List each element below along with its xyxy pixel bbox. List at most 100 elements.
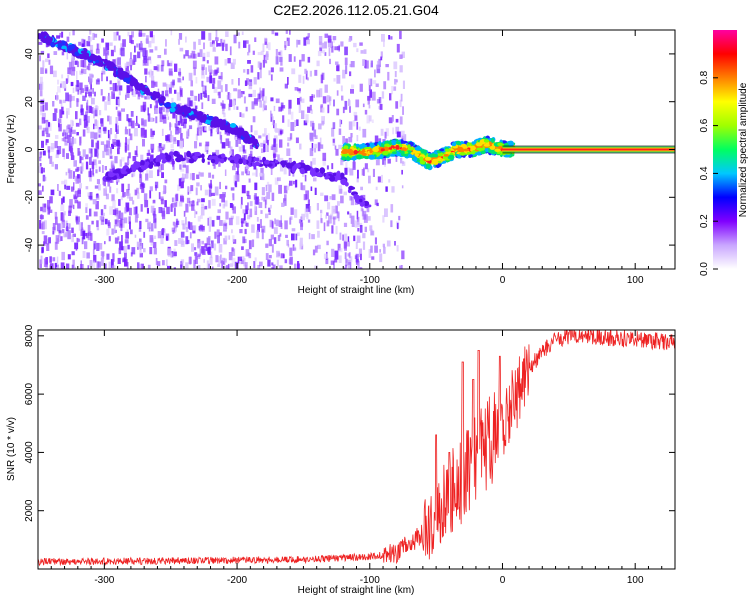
colorbar-ramp	[713, 30, 737, 269]
noise-cell	[66, 36, 70, 42]
track-cell	[242, 130, 249, 138]
noise-cell	[107, 96, 111, 105]
noise-cell	[368, 249, 372, 258]
noise-cell	[87, 115, 90, 123]
noise-cell	[375, 83, 379, 87]
noise-cell	[93, 211, 98, 217]
noise-cell	[216, 126, 220, 135]
noise-cell	[241, 246, 244, 250]
noise-cell	[301, 54, 305, 62]
noise-cell	[244, 262, 248, 269]
noise-cell	[274, 123, 277, 132]
carrier-cell	[451, 142, 457, 147]
noise-cell	[333, 261, 335, 269]
noise-cell	[252, 50, 255, 55]
noise-cell	[76, 61, 80, 68]
noise-cell	[335, 148, 339, 156]
noise-cell	[47, 200, 51, 209]
noise-cell	[349, 63, 352, 68]
noise-cell	[289, 133, 293, 140]
track-cell	[247, 155, 252, 162]
noise-cell	[246, 69, 250, 75]
noise-cell	[316, 89, 320, 98]
noise-cell	[100, 89, 103, 96]
noise-cell	[170, 149, 175, 153]
noise-cell	[370, 245, 373, 253]
noise-cell	[249, 208, 253, 218]
noise-cell	[70, 147, 74, 156]
noise-cell	[159, 268, 162, 269]
noise-cell	[261, 187, 265, 196]
noise-cell	[80, 88, 85, 93]
noise-cell	[220, 38, 223, 47]
noise-cell	[175, 222, 177, 229]
noise-cell	[105, 263, 107, 269]
noise-cell	[291, 68, 296, 75]
noise-cell	[381, 91, 385, 99]
noise-cell	[371, 91, 376, 101]
noise-cell	[80, 104, 83, 112]
noise-cell	[187, 55, 192, 59]
noise-cell	[96, 227, 100, 231]
noise-cell	[295, 137, 299, 144]
noise-cell	[238, 146, 242, 152]
noise-cell	[121, 108, 125, 112]
track-cell	[181, 105, 185, 112]
noise-cell	[198, 171, 201, 176]
noise-cell	[127, 244, 130, 250]
noise-cell	[267, 139, 269, 146]
noise-cell	[38, 190, 42, 195]
x-tick-label: -200	[227, 575, 247, 586]
noise-cell	[94, 185, 99, 189]
noise-cell	[283, 166, 287, 175]
noise-cell	[349, 100, 351, 107]
noise-cell	[273, 138, 276, 148]
noise-cell	[40, 255, 43, 264]
noise-cell	[189, 190, 192, 194]
noise-cell	[124, 129, 129, 135]
x-tick-label: -300	[94, 275, 114, 286]
noise-cell	[173, 251, 177, 257]
y-tick-label: 4000	[24, 441, 35, 464]
noise-cell	[244, 228, 247, 235]
noise-cell	[49, 196, 53, 204]
noise-cell	[124, 207, 127, 214]
carrier-cell	[427, 154, 434, 158]
noise-cell	[67, 134, 71, 143]
noise-cell	[195, 265, 198, 269]
noise-cell	[287, 244, 290, 248]
noise-cell	[47, 146, 51, 153]
carrier-steady-band	[502, 147, 675, 149]
noise-cell	[270, 97, 274, 102]
noise-cell	[142, 104, 146, 111]
noise-cell	[329, 97, 332, 106]
noise-cell	[347, 259, 351, 266]
noise-cell	[86, 65, 89, 70]
noise-cell	[42, 269, 46, 274]
track-cell	[107, 60, 111, 67]
noise-cell	[304, 208, 309, 218]
noise-cell	[80, 60, 85, 68]
noise-cell	[205, 141, 210, 147]
track-cell	[140, 164, 148, 171]
noise-cell	[123, 245, 127, 253]
noise-cell	[150, 143, 155, 150]
noise-cell	[103, 188, 107, 196]
noise-cell	[161, 128, 164, 136]
noise-cell	[329, 196, 332, 200]
noise-cell	[61, 74, 64, 79]
track-cell	[309, 169, 315, 176]
noise-cell	[356, 221, 360, 228]
noise-cell	[342, 136, 345, 144]
noise-cell	[195, 77, 198, 84]
noise-cell	[115, 117, 118, 125]
spectrogram-image	[38, 30, 675, 274]
noise-cell	[346, 241, 350, 247]
noise-cell	[90, 80, 92, 90]
noise-cell	[225, 31, 229, 37]
noise-cell	[396, 245, 399, 252]
noise-cell	[322, 49, 326, 54]
noise-cell	[309, 148, 314, 157]
carrier-steady-band	[502, 146, 675, 148]
track-cell	[163, 102, 171, 108]
